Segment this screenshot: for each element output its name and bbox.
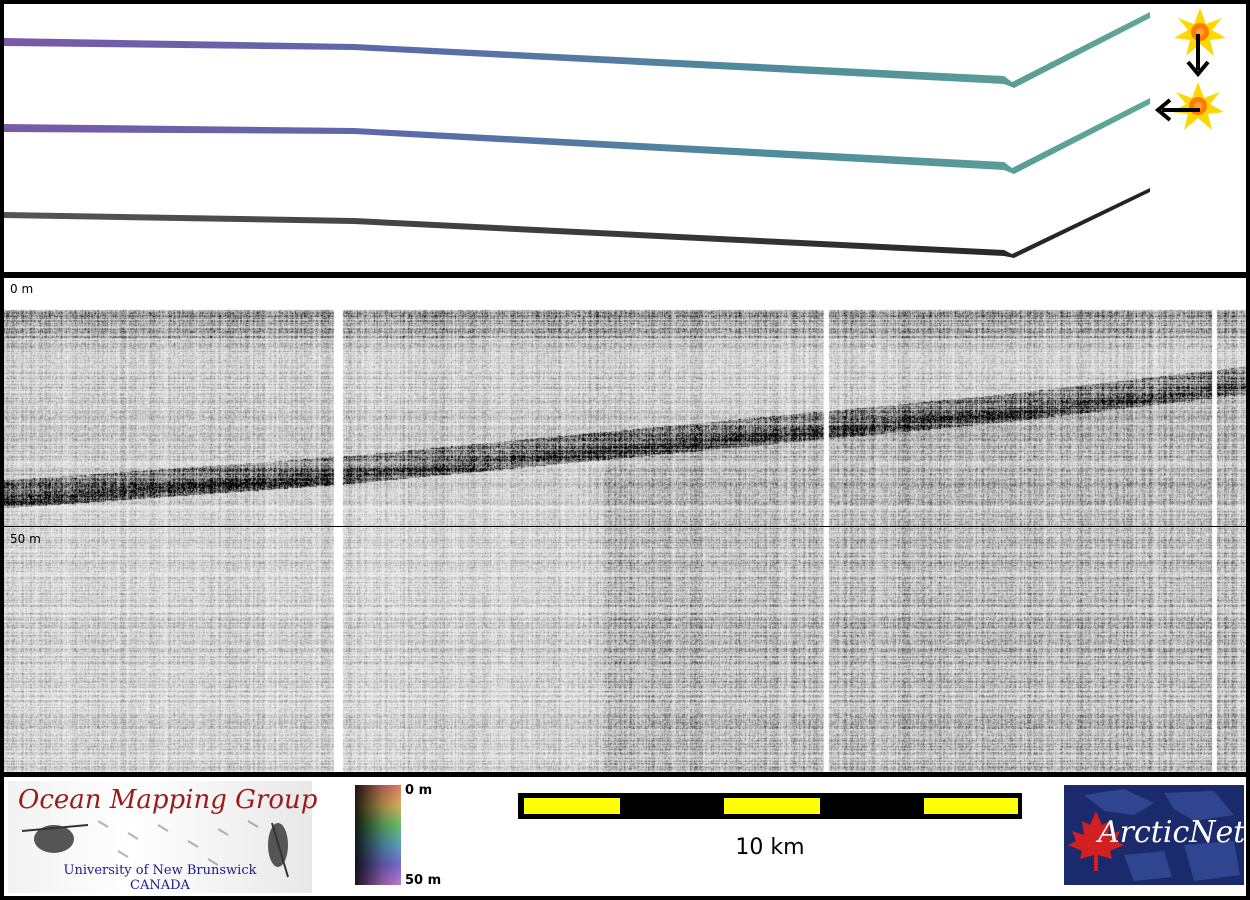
arcticnet-map-graphic — [1068, 789, 1240, 881]
scale-label: 10 km — [735, 835, 805, 860]
depth-label-mid: 50 m — [10, 532, 41, 546]
arrow-left-icon — [1154, 98, 1200, 122]
arcticnet-logo-text: ArcticNet — [1098, 815, 1244, 850]
colorbar-top-label: 0 m — [405, 783, 433, 798]
omg-logo-title: Ocean Mapping Group — [18, 785, 318, 815]
swath-track-backscatter — [4, 188, 1150, 258]
swath-tracks-svg — [4, 8, 1226, 258]
legend-panel: Ocean Mapping Group University of New Br… — [4, 777, 1246, 896]
scale-bar-segment — [524, 798, 620, 814]
scale-bar-segment — [924, 798, 1018, 814]
scale-bar-segment — [724, 798, 820, 814]
colorbar-bottom-label: 50 m — [405, 873, 442, 888]
depth-label-top: 0 m — [10, 282, 34, 296]
depth-colorbar — [355, 785, 401, 885]
subbottom-profile-image — [4, 278, 1246, 772]
omg-logo-subtitle-2: CANADA — [130, 878, 190, 893]
maple-leaf-icon — [1068, 811, 1124, 871]
swath-track-sun-east — [4, 98, 1150, 174]
swath-panel — [4, 4, 1246, 272]
subbottom-profile-panel: 0 m 50 m — [4, 278, 1246, 772]
swath-track-sun-north — [4, 12, 1150, 88]
depth-50m-line — [4, 526, 1246, 527]
scale-bar — [518, 793, 1022, 819]
omg-logo-graphic — [21, 820, 289, 878]
arcticnet-logo: ArcticNet — [1064, 785, 1244, 885]
omg-logo-subtitle-1: University of New Brunswick — [63, 863, 257, 878]
omg-logo: Ocean Mapping Group University of New Br… — [8, 781, 317, 893]
sun-illumination-icon — [1172, 82, 1224, 130]
arrow-down-icon — [1186, 34, 1210, 78]
